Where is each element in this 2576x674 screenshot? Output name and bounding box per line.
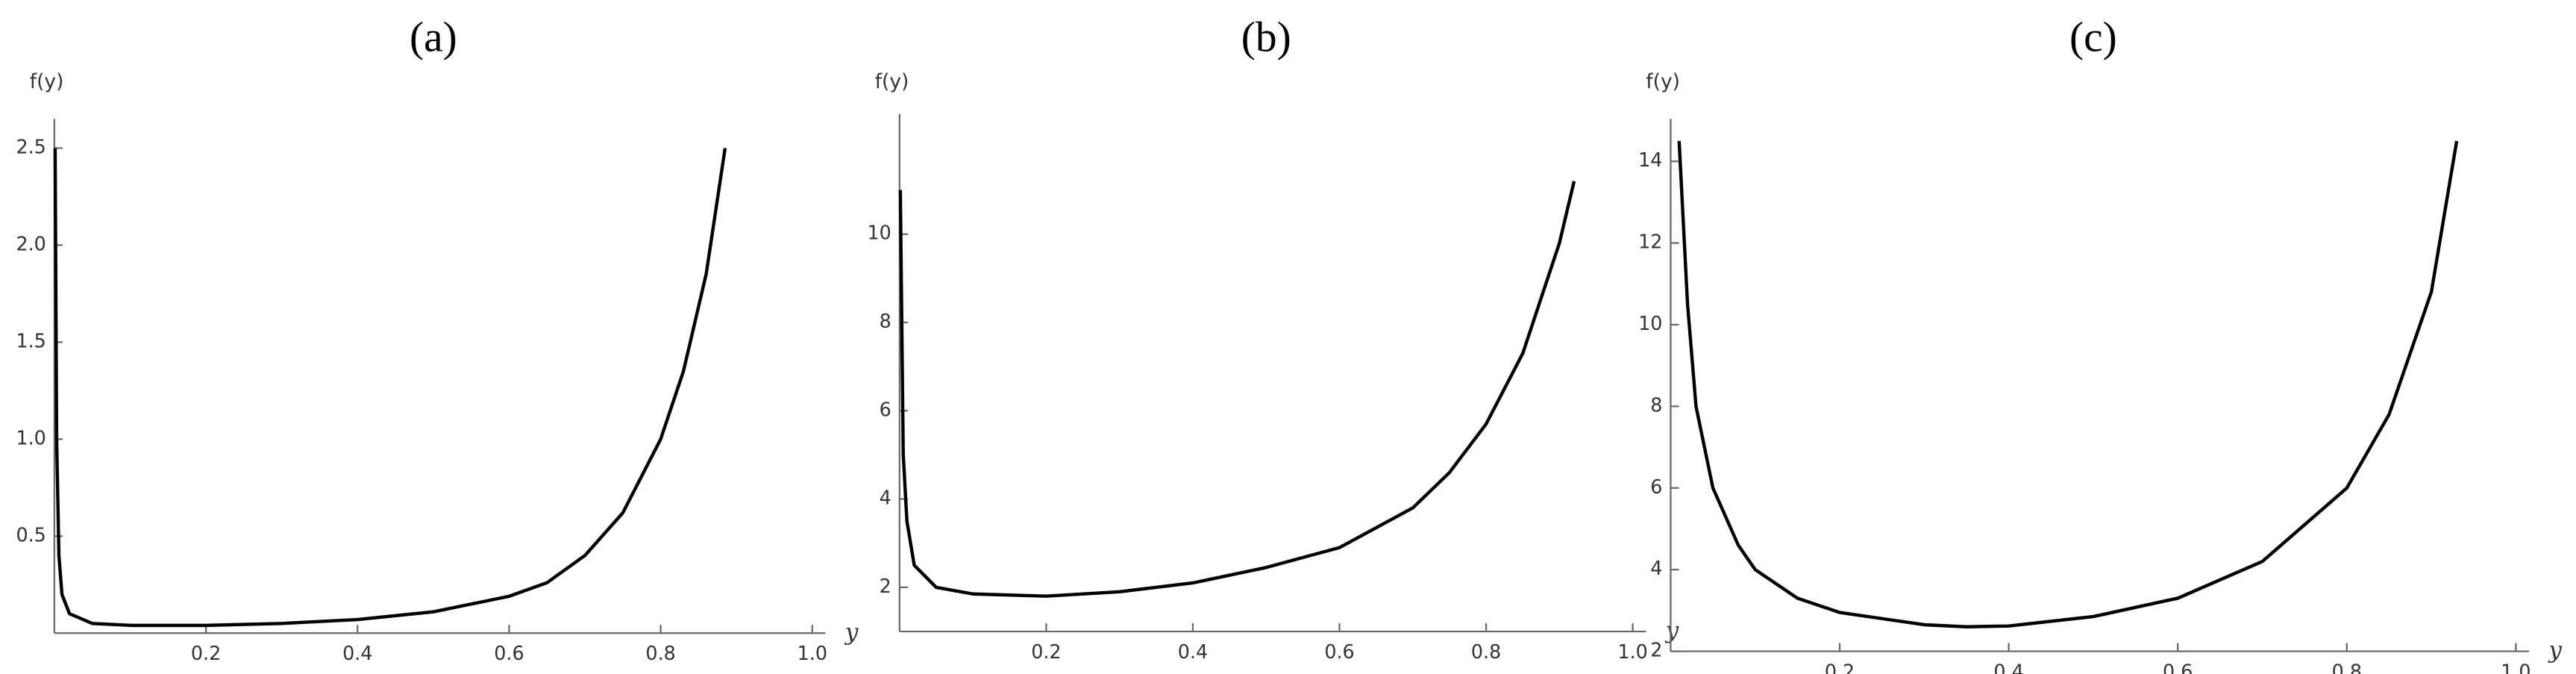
x-tick-label: 0.2 <box>191 642 221 664</box>
y-tick-label: 6 <box>1650 475 1662 498</box>
y-tick-label: 10 <box>868 222 891 244</box>
y-tick-label: 2.5 <box>16 135 46 157</box>
x-tick-label: 0.4 <box>342 642 372 664</box>
panel-title: (a) <box>410 14 457 61</box>
y-axis-label: f(y) <box>30 70 64 93</box>
y-tick-label: 8 <box>880 310 891 332</box>
panel-title: (c) <box>2069 14 2117 61</box>
x-tick-label: 0.4 <box>1993 660 2023 674</box>
x-tick-label: 0.6 <box>494 642 524 664</box>
y-axis-label: f(y) <box>1646 70 1680 93</box>
y-tick-label: 4 <box>880 487 891 509</box>
y-tick-label: 4 <box>1650 557 1662 579</box>
x-tick-label: 0.6 <box>1324 640 1354 663</box>
y-tick-label: 10 <box>1638 312 1662 334</box>
x-tick-label: 0.8 <box>1471 640 1501 663</box>
x-tick-label: 0.2 <box>1031 640 1061 663</box>
x-tick-label: 0.8 <box>645 642 675 664</box>
x-axis-label: y <box>1664 617 1679 644</box>
y-tick-label: 2.0 <box>16 232 46 255</box>
y-tick-label: 1.0 <box>16 426 46 449</box>
curve <box>898 181 1576 598</box>
y-axis-label: f(y) <box>875 70 909 93</box>
x-axis-label: y <box>844 619 859 646</box>
y-tick-label: 2 <box>880 575 891 597</box>
x-tick-label: 0.6 <box>2163 660 2193 674</box>
x-tick-label: 0.4 <box>1178 640 1208 663</box>
curve <box>53 148 727 628</box>
x-tick-label: 1.0 <box>2501 660 2530 674</box>
x-axis-label: y <box>2548 637 2563 664</box>
x-tick-label: 0.8 <box>2332 660 2362 674</box>
x-tick-label: 1.0 <box>1617 640 1647 663</box>
curve <box>1677 140 2459 628</box>
y-tick-label: 14 <box>1638 149 1662 171</box>
y-tick-label: 8 <box>1650 393 1662 416</box>
y-tick-label: 0.5 <box>16 523 46 546</box>
x-tick-label: 0.2 <box>1825 660 1855 674</box>
panel-title: (b) <box>1241 14 1291 61</box>
y-tick-label: 2 <box>1650 639 1662 661</box>
x-tick-label: 1.0 <box>797 642 827 664</box>
y-tick-label: 12 <box>1638 231 1662 253</box>
y-tick-label: 6 <box>880 398 891 420</box>
y-tick-label: 1.5 <box>16 329 46 352</box>
